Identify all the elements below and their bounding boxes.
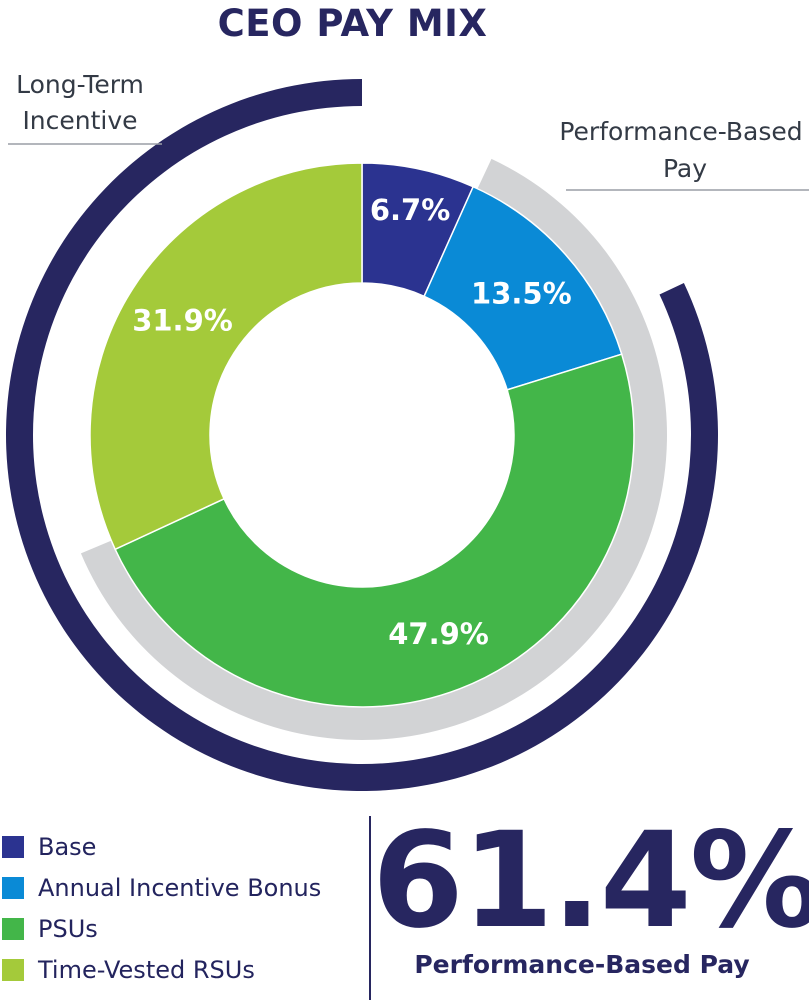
performance-callout-line1: Performance-Based <box>559 117 802 146</box>
legend-item-base: Base <box>2 826 321 867</box>
slice-label-time-vested-rsus: 31.9% <box>132 303 233 337</box>
legend-label-annual-incentive-bonus: Annual Incentive Bonus <box>38 873 322 902</box>
legend-swatch-base <box>2 835 24 858</box>
long-term-callout-line1: Long-Term <box>16 70 144 99</box>
donut-chart: 6.7%13.5%47.9%31.9% Long-Term Incentive … <box>6 70 809 791</box>
legend-label-time-vested-rsus: Time-Vested RSUs <box>38 955 255 984</box>
divider <box>369 816 371 1000</box>
legend-swatch-psus <box>2 917 24 940</box>
legend-label-base: Base <box>38 832 97 861</box>
legend-item-annual-incentive-bonus: Annual Incentive Bonus <box>2 867 321 908</box>
legend-label-psus: PSUs <box>38 914 98 943</box>
slice-label-annual-incentive-bonus: 13.5% <box>471 277 572 311</box>
legend-item-psus: PSUs <box>2 908 321 949</box>
legend-swatch-annual-incentive-bonus <box>2 876 24 899</box>
chart-title: CEO PAY MIX <box>217 2 488 45</box>
slice-psus <box>114 353 635 708</box>
performance-callout-line2: Pay <box>663 154 707 183</box>
performance-pay-caption: Performance-Based Pay <box>414 950 750 979</box>
slice-time-vested-rsus <box>89 162 363 551</box>
slice-label-base: 6.7% <box>370 193 450 227</box>
long-term-callout-line2: Incentive <box>22 106 137 135</box>
performance-pay-value: 61.4% <box>372 804 809 958</box>
legend-swatch-time-vested-rsus <box>2 958 24 981</box>
legend: Base Annual Incentive Bonus PSUs Time-Ve… <box>2 826 321 990</box>
legend-item-time-vested-rsus: Time-Vested RSUs <box>2 949 321 990</box>
slice-label-psus: 47.9% <box>388 617 489 651</box>
